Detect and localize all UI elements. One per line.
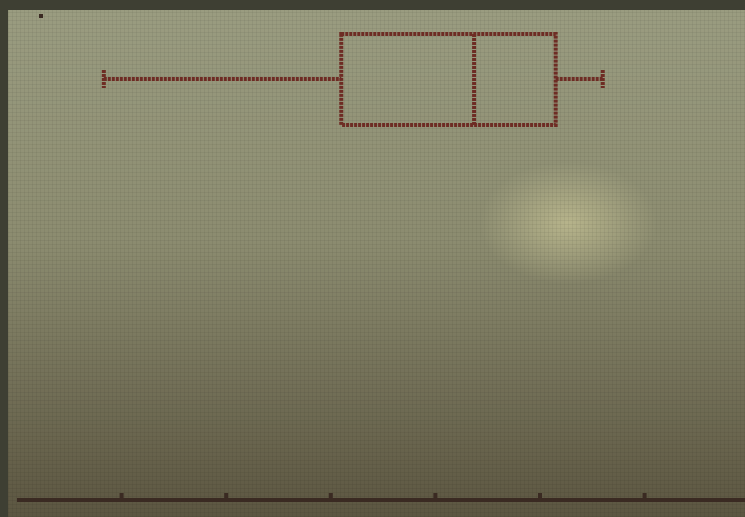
pixel-grid bbox=[8, 10, 745, 517]
calculator-screen bbox=[0, 0, 745, 517]
cursor-dot bbox=[39, 14, 43, 18]
